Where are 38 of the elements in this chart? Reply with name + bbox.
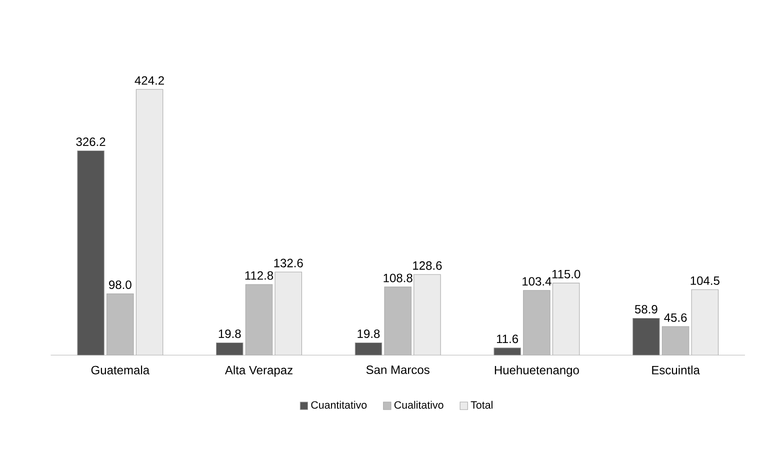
legend-label: Cuantitativo	[311, 400, 367, 409]
data-label: 112.8	[245, 271, 274, 280]
bar	[106, 293, 134, 355]
bar	[552, 282, 580, 355]
data-label: 132.6	[274, 258, 303, 268]
x-tick-label: Guatemala	[91, 365, 150, 374]
data-label: 58.9	[634, 304, 658, 314]
data-label: 11.6	[497, 334, 518, 344]
x-tick-label: Alta Verapaz	[224, 365, 292, 377]
x-tick-label: San Marcos	[366, 365, 430, 374]
x-tick-label: Escuintla	[652, 365, 700, 374]
bar	[662, 326, 690, 355]
bar	[523, 290, 550, 355]
bar	[691, 289, 719, 355]
data-label: 19.8	[358, 329, 380, 338]
bar	[245, 284, 273, 355]
bar	[355, 342, 382, 355]
bar	[632, 318, 660, 355]
legend-label: Total	[470, 400, 492, 409]
bar	[494, 348, 521, 355]
data-label: 108.8	[384, 274, 412, 282]
data-label: 326.2	[76, 137, 106, 146]
bar	[77, 150, 104, 355]
data-label: 19.8	[218, 329, 241, 338]
data-label: 45.6	[664, 313, 687, 322]
x-tick-label: Huehuetenango	[494, 365, 579, 377]
bar	[216, 342, 243, 355]
data-label: 115.0	[552, 270, 580, 278]
bar	[384, 286, 412, 355]
data-label: 103.4	[522, 276, 552, 286]
data-label: 104.5	[690, 276, 720, 285]
bar	[414, 274, 441, 355]
bar	[136, 88, 164, 355]
data-label: 128.6	[413, 261, 442, 270]
bar	[274, 272, 302, 355]
legend-label: Cualitativo	[394, 400, 444, 409]
data-label: 98.0	[109, 280, 132, 289]
data-label: 424.2	[134, 76, 164, 84]
